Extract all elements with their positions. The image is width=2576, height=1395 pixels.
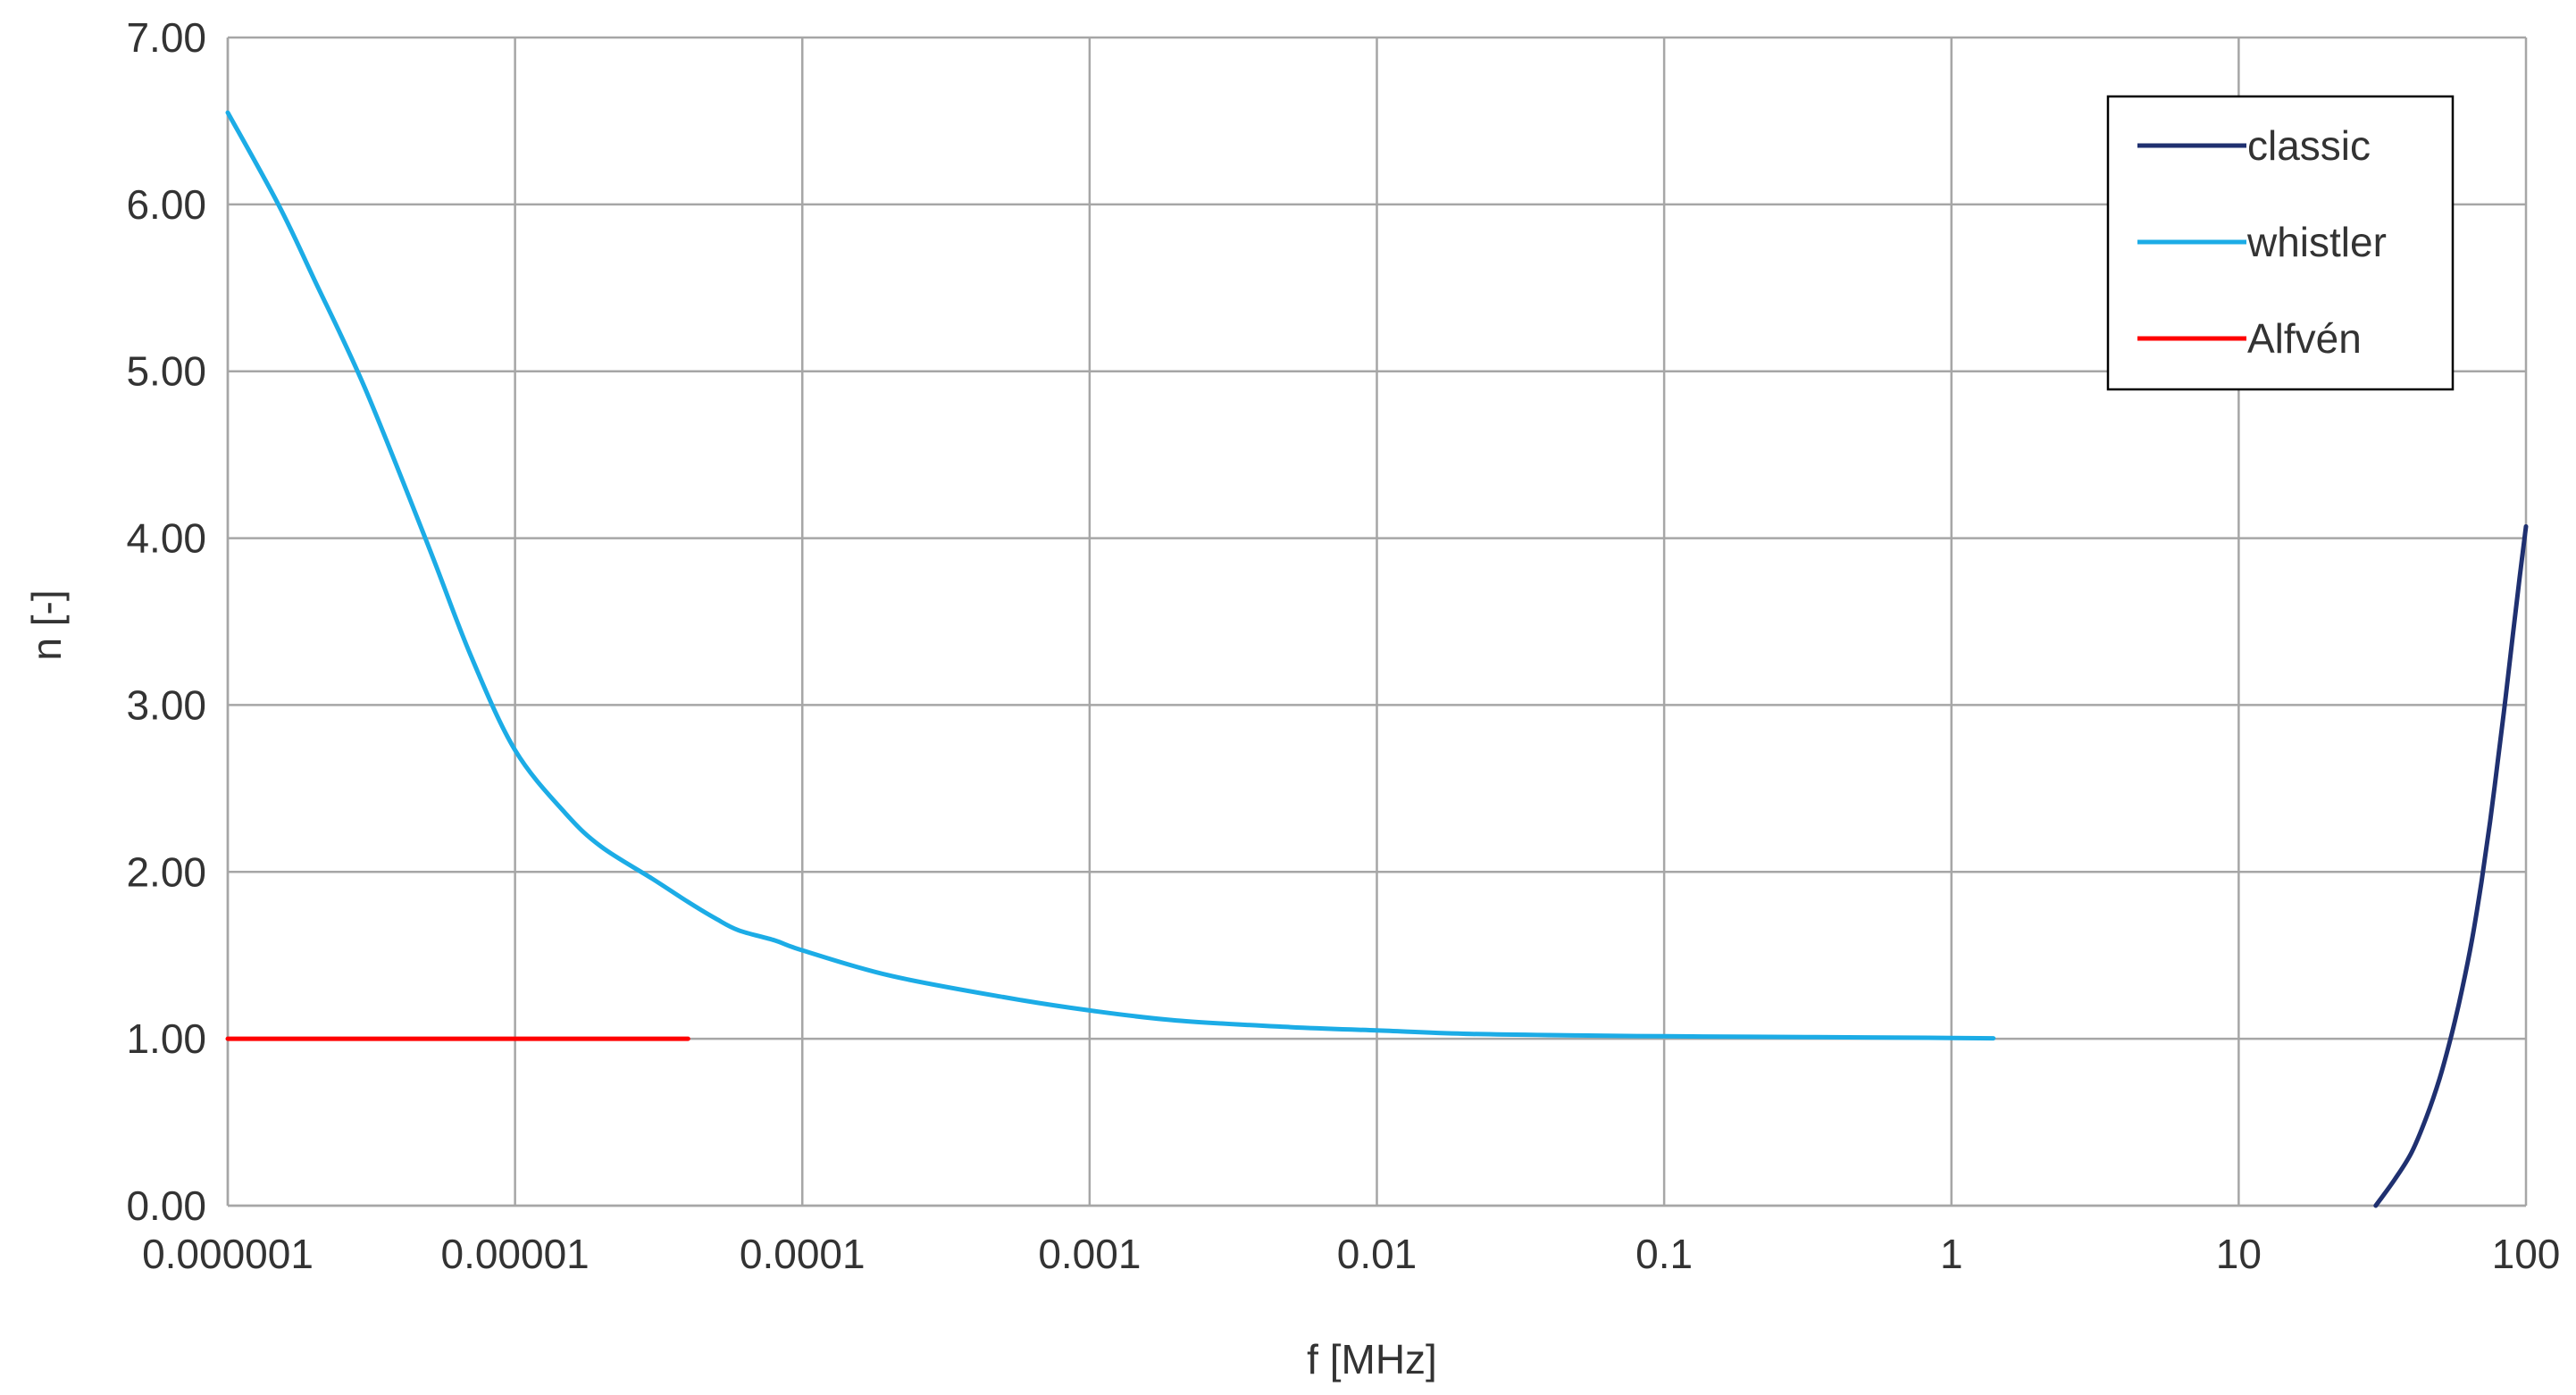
y-tick-label: 3.00	[126, 681, 206, 728]
y-tick-label: 0.00	[126, 1182, 206, 1229]
y-tick-label: 7.00	[126, 14, 206, 61]
legend: classic whistler Alfvén	[2106, 95, 2455, 391]
y-tick-label: 1.00	[126, 1015, 206, 1062]
y-tick-label: 2.00	[126, 848, 206, 895]
y-tick-label: 6.00	[126, 181, 206, 228]
y-axis-title: n [-]	[23, 589, 70, 660]
legend-label-alfv-n: Alfvén	[2247, 315, 2362, 362]
x-tick-label: 10	[2216, 1231, 2262, 1277]
y-tick-label: 5.00	[126, 348, 206, 395]
x-tick-label: 1	[1940, 1231, 1963, 1277]
grid-lines	[226, 36, 2528, 1207]
y-tick-label: 4.00	[126, 515, 206, 562]
x-tick-label: 0.01	[1337, 1231, 1418, 1277]
x-tick-label: 0.00001	[440, 1231, 589, 1277]
series-line-whistler	[225, 110, 1996, 1041]
legend-label-whistler: whistler	[2246, 219, 2387, 265]
y-tick-labels: 0.00 1.00 2.00 3.00 4.00 5.00 6.00 7.00	[126, 14, 206, 1229]
legend-label-classic: classic	[2247, 122, 2371, 169]
x-tick-label: 0.1	[1635, 1231, 1693, 1277]
x-tick-labels: 0.000001 0.00001 0.0001 0.001 0.01 0.1 1 10 100	[142, 1231, 2560, 1277]
series-line-classic	[2373, 524, 2529, 1208]
x-tick-label: 0.0001	[740, 1231, 866, 1277]
x-tick-label: 100	[2492, 1231, 2561, 1277]
x-tick-label: 0.001	[1038, 1231, 1141, 1277]
series-lines	[225, 110, 2529, 1208]
x-axis-title: f [MHz]	[1307, 1336, 1437, 1382]
x-tick-label: 0.000001	[142, 1231, 314, 1277]
